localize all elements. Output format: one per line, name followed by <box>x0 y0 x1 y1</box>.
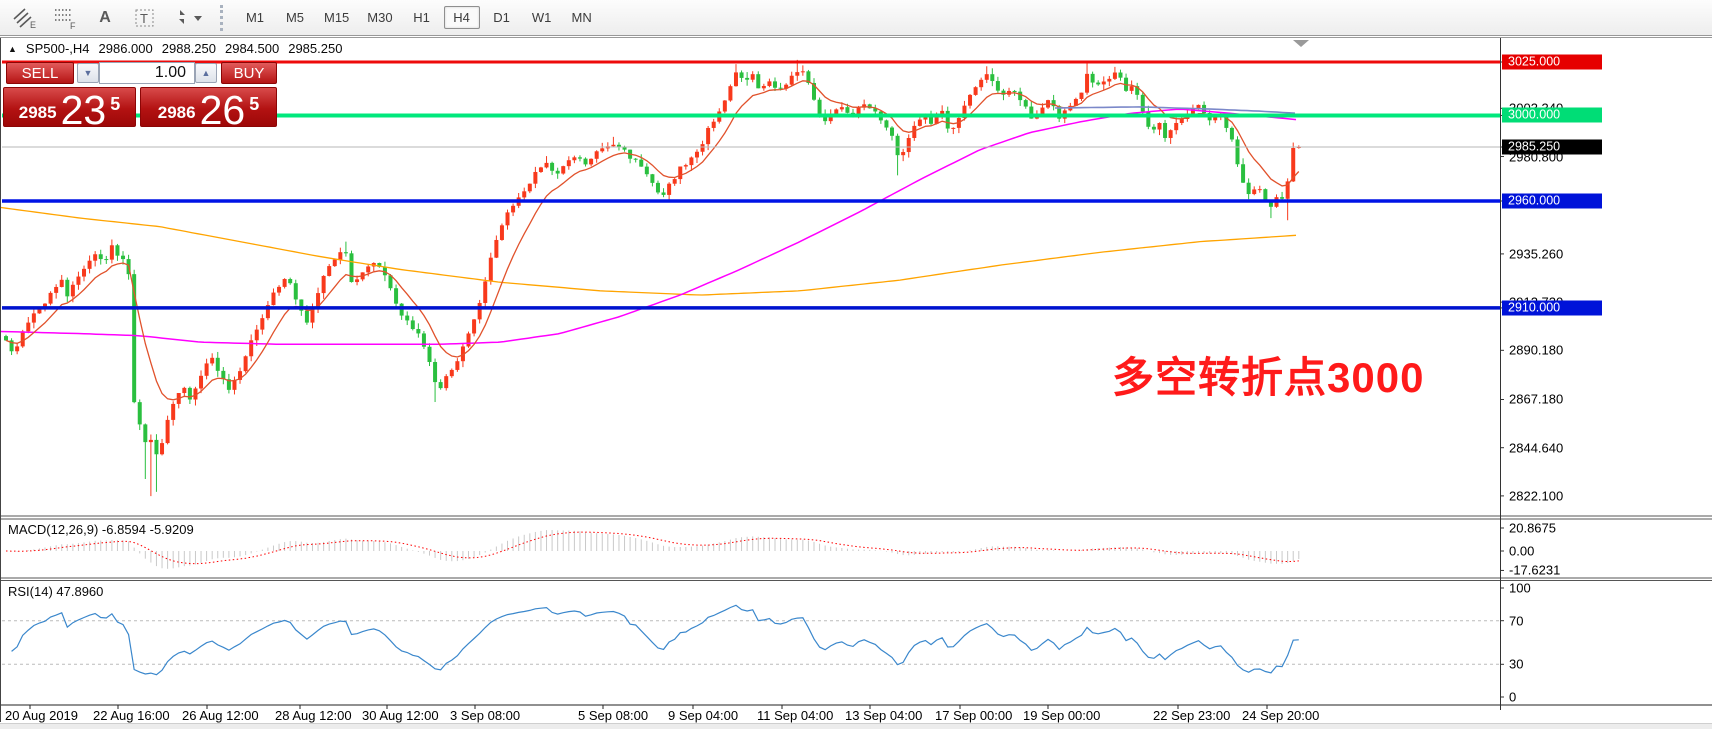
price-axis-badge: 3000.000 <box>1502 107 1602 123</box>
time-axis-label: 28 Aug 12:00 <box>275 708 352 723</box>
fibonacci-icon: F <box>52 6 78 30</box>
price-axis-badge: 2960.000 <box>1502 193 1602 209</box>
text-box-icon: T <box>133 6 157 30</box>
time-axis[interactable]: 20 Aug 2019 22 Aug 16:00 26 Aug 12:00 28 Au… <box>0 706 1500 723</box>
chart-annotation-text: 多空转折点3000 <box>1112 354 1425 401</box>
sell-price-box[interactable]: 2985 23 5 <box>3 87 136 133</box>
arrows-tool-button[interactable] <box>166 3 212 33</box>
lines-tool-button[interactable]: E <box>6 3 44 33</box>
svg-text:F: F <box>70 21 76 30</box>
price-axis-tick: 2935.260 <box>1509 246 1564 262</box>
price-axis-badge: 3025.000 <box>1502 54 1602 70</box>
macd-axis-tick: -17.6231 <box>1509 562 1561 578</box>
price-axis-tick: 2867.180 <box>1509 391 1564 407</box>
ohlc-low: 2984.500 <box>224 41 280 56</box>
timeframe-button-M30[interactable]: M30 <box>367 10 393 25</box>
buy-price-sup: 5 <box>249 94 260 114</box>
timeframe-button-M1[interactable]: M1 <box>245 10 265 25</box>
svg-text:T: T <box>140 11 148 26</box>
timeframe-button-M5[interactable]: M5 <box>285 10 305 25</box>
text-box-tool-button[interactable]: T <box>126 3 164 33</box>
time-axis-label: 3 Sep 08:00 <box>450 708 521 723</box>
buy-price-big: 26 <box>199 87 246 133</box>
rsi-axis-tick: 100 <box>1509 580 1531 596</box>
toolbar: E F A T M1 M5 M15 M30 H1 H4 D1 W1 MN <box>0 0 1712 36</box>
time-axis-label: 9 Sep 04:00 <box>668 708 739 723</box>
rsi-axis-tick: 70 <box>1509 613 1524 629</box>
rsi-axis-tick: 30 <box>1509 656 1524 672</box>
timeframe-button-MN[interactable]: MN <box>571 10 592 25</box>
time-axis-label: 24 Sep 20:00 <box>1242 708 1320 723</box>
sell-button-label: SELL <box>21 64 59 82</box>
buy-button-label: BUY <box>233 64 265 82</box>
price-axis[interactable]: 3003.3402980.8002935.2602912.7202890.180… <box>1500 38 1712 722</box>
time-axis-label: 5 Sep 08:00 <box>578 708 649 723</box>
ohlc-open: 2986.000 <box>98 41 153 56</box>
price-axis-tick: 2890.180 <box>1509 342 1564 358</box>
toolbar-separator <box>220 4 227 31</box>
buy-price-box[interactable]: 2986 26 5 <box>140 87 277 133</box>
timeframe-button-H4[interactable]: H4 <box>443 6 480 29</box>
time-axis-label: 26 Aug 12:00 <box>182 708 259 723</box>
price-axis-tick: 2844.640 <box>1509 440 1564 456</box>
fibonacci-tool-button[interactable]: F <box>46 3 84 33</box>
time-axis-label: 17 Sep 00:00 <box>935 708 1013 723</box>
price-axis-tick: 2822.100 <box>1509 488 1564 504</box>
macd-axis-tick: 0.00 <box>1509 543 1535 559</box>
text-label-icon: A <box>99 8 111 26</box>
sell-price-prefix: 2985 <box>18 103 57 122</box>
time-axis-label: 11 Sep 04:00 <box>757 708 834 723</box>
symbol-title: SP500-,H4 <box>25 41 90 56</box>
time-axis-label: 22 Aug 16:00 <box>93 708 170 723</box>
svg-text:E: E <box>30 20 36 30</box>
bottom-strip <box>0 723 1712 729</box>
time-axis-label: 30 Aug 12:00 <box>362 708 439 723</box>
ohlc-high: 2988.250 <box>161 41 216 56</box>
equidistant-lines-icon: E <box>12 6 38 30</box>
sell-price-sup: 5 <box>110 94 121 114</box>
text-label-tool-button[interactable]: A <box>86 3 124 33</box>
price-axis-badge: 2985.250 <box>1502 139 1602 155</box>
buy-price-prefix: 2986 <box>157 103 196 122</box>
ohlc-close: 2985.250 <box>288 41 343 56</box>
rsi-axis-tick: 0 <box>1509 689 1517 705</box>
collapse-arrow-icon[interactable]: ▲ <box>8 43 17 54</box>
price-axis-badge: 2910.000 <box>1502 300 1602 316</box>
timeframe-button-M15[interactable]: M15 <box>324 10 350 25</box>
timeframe-button-W1[interactable]: W1 <box>531 10 552 25</box>
chart-header: ▲ SP500-,H4 2986.000 2988.250 2984.500 2… <box>8 41 342 56</box>
volume-decrease-button[interactable]: ▼ <box>77 63 99 83</box>
timeframe-group: M1 M5 M15 M30 H1 H4 D1 W1 MN <box>235 6 602 29</box>
volume-increase-button[interactable]: ▲ <box>195 63 217 83</box>
time-axis-label: 19 Sep 00:00 <box>1023 708 1101 723</box>
timeframe-button-H1[interactable]: H1 <box>413 10 430 25</box>
time-axis-label: 22 Sep 23:00 <box>1153 708 1231 723</box>
rsi-indicator-label: RSI(14) 47.8960 <box>8 584 104 599</box>
macd-indicator-label: MACD(12,26,9) -6.8594 -5.9209 <box>8 522 194 537</box>
time-axis-label: 20 Aug 2019 <box>5 708 79 723</box>
sell-button[interactable]: SELL <box>6 62 74 84</box>
sell-price-big: 23 <box>60 87 107 133</box>
macd-axis-tick: 20.8675 <box>1509 520 1556 536</box>
volume-input[interactable] <box>99 62 195 84</box>
time-axis-label: 13 Sep 04:00 <box>845 708 923 723</box>
arrows-icon <box>172 6 206 30</box>
buy-button[interactable]: BUY <box>221 62 277 84</box>
timeframe-button-D1[interactable]: D1 <box>493 10 510 25</box>
